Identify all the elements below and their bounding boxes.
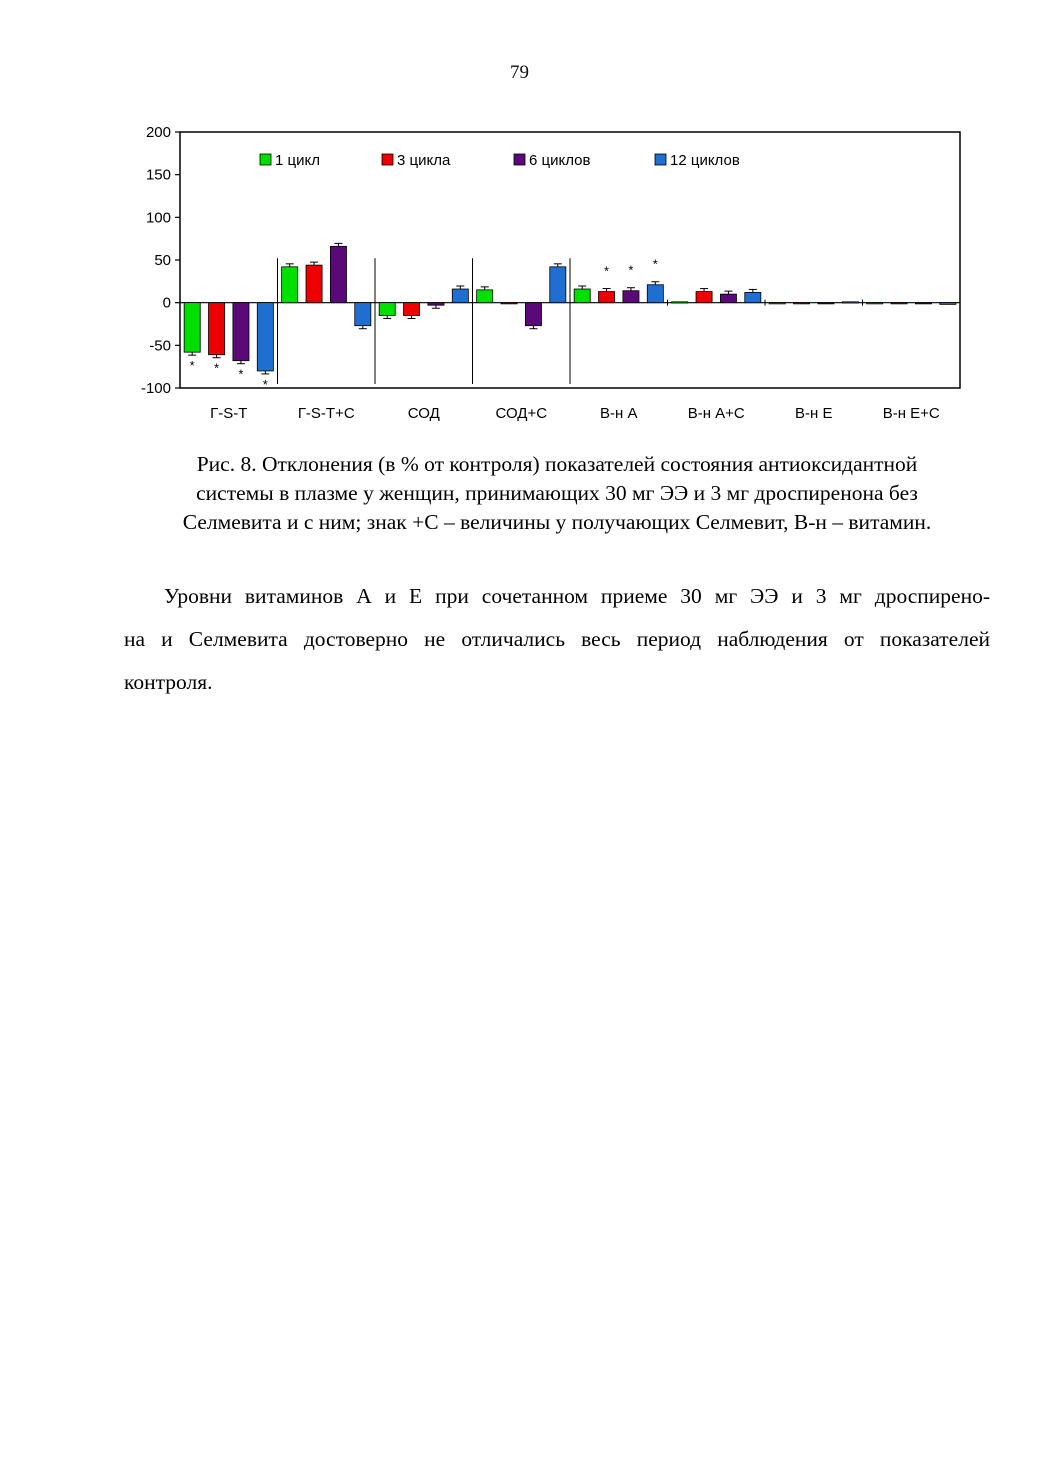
page-number: 79 [510,62,529,83]
body-paragraph: Уровни витаминов А и Е при сочетанном пр… [124,575,990,704]
legend-swatch [259,153,272,166]
bar [939,302,957,305]
bar [890,302,908,305]
bar [768,302,786,305]
x-category-label: СОД+С [495,405,547,422]
caption-line: Рис. 8. Отклонения (в % от контроля) пок… [196,452,918,476]
bar [256,302,274,372]
legend-swatch [513,153,526,166]
x-category-label: Г-S-T+C [298,405,355,422]
bar [232,302,250,362]
bar [281,266,299,304]
bar [524,302,542,327]
y-tick-label: 100 [146,209,171,226]
significance-marker: * [604,264,609,279]
bar [841,301,859,304]
significance-marker: * [263,377,268,392]
bar [354,302,372,327]
bar [744,292,762,304]
x-category-label: В-н Е+С [883,405,940,422]
figure-caption: Рис. 8. Отклонения (в % от контроля) пок… [124,450,990,537]
legend-label: 3 цикла [397,152,451,169]
y-tick-label: 150 [146,167,171,184]
significance-marker: * [628,263,633,278]
x-category-label: В-н Е [795,405,832,422]
significance-marker: * [190,358,195,373]
significance-marker: * [238,367,243,382]
bar [427,302,445,306]
paragraph-line: на и Селмевита достоверно не отличались … [124,627,990,651]
bar [598,291,616,304]
caption-line: системы в плазме у женщин, принимающих 3… [196,481,918,505]
legend-label: 12 циклов [670,152,740,169]
y-tick-label: -100 [141,380,171,397]
bar [671,301,689,304]
x-category-label: СОД [408,405,440,422]
bar [622,290,640,304]
y-tick-label: 200 [146,124,171,141]
bar [378,302,396,316]
bar [403,302,421,316]
bar [549,266,567,304]
caption-line: Селмевита и с ним; знак +С – величины у … [182,510,932,534]
bar [793,302,811,305]
bar [305,264,323,304]
bar [208,302,226,356]
bar [573,288,591,304]
bar [695,291,713,304]
bar [451,288,469,304]
paragraph-line: контроля. [124,670,213,694]
x-category-label: В-н А+С [688,405,745,422]
legend-label: 1 цикл [275,152,320,169]
bar [329,245,347,304]
bar [646,284,664,304]
y-tick-label: 50 [154,252,171,269]
legend-swatch [381,153,394,166]
bar [183,302,201,353]
y-tick-label: 0 [163,295,171,312]
legend-swatch [654,153,667,166]
bar-chart: 200 150 100 50 0 -50 -100 * * * * * * * Г-S-T Г-S-T+C СО… [141,124,961,422]
bar [866,302,884,305]
significance-marker: * [653,257,658,272]
legend-label: 6 циклов [529,152,590,169]
bar [476,289,494,304]
bar [719,293,737,304]
x-category-label: В-н А [600,405,637,422]
bar [914,302,932,305]
significance-marker: * [214,361,219,376]
y-tick-label: -50 [149,337,171,354]
bar [817,302,835,305]
paragraph-line: Уровни витаминов А и Е при сочетанном пр… [164,584,990,608]
x-category-label: Г-S-T [210,405,247,422]
bar [500,302,518,305]
